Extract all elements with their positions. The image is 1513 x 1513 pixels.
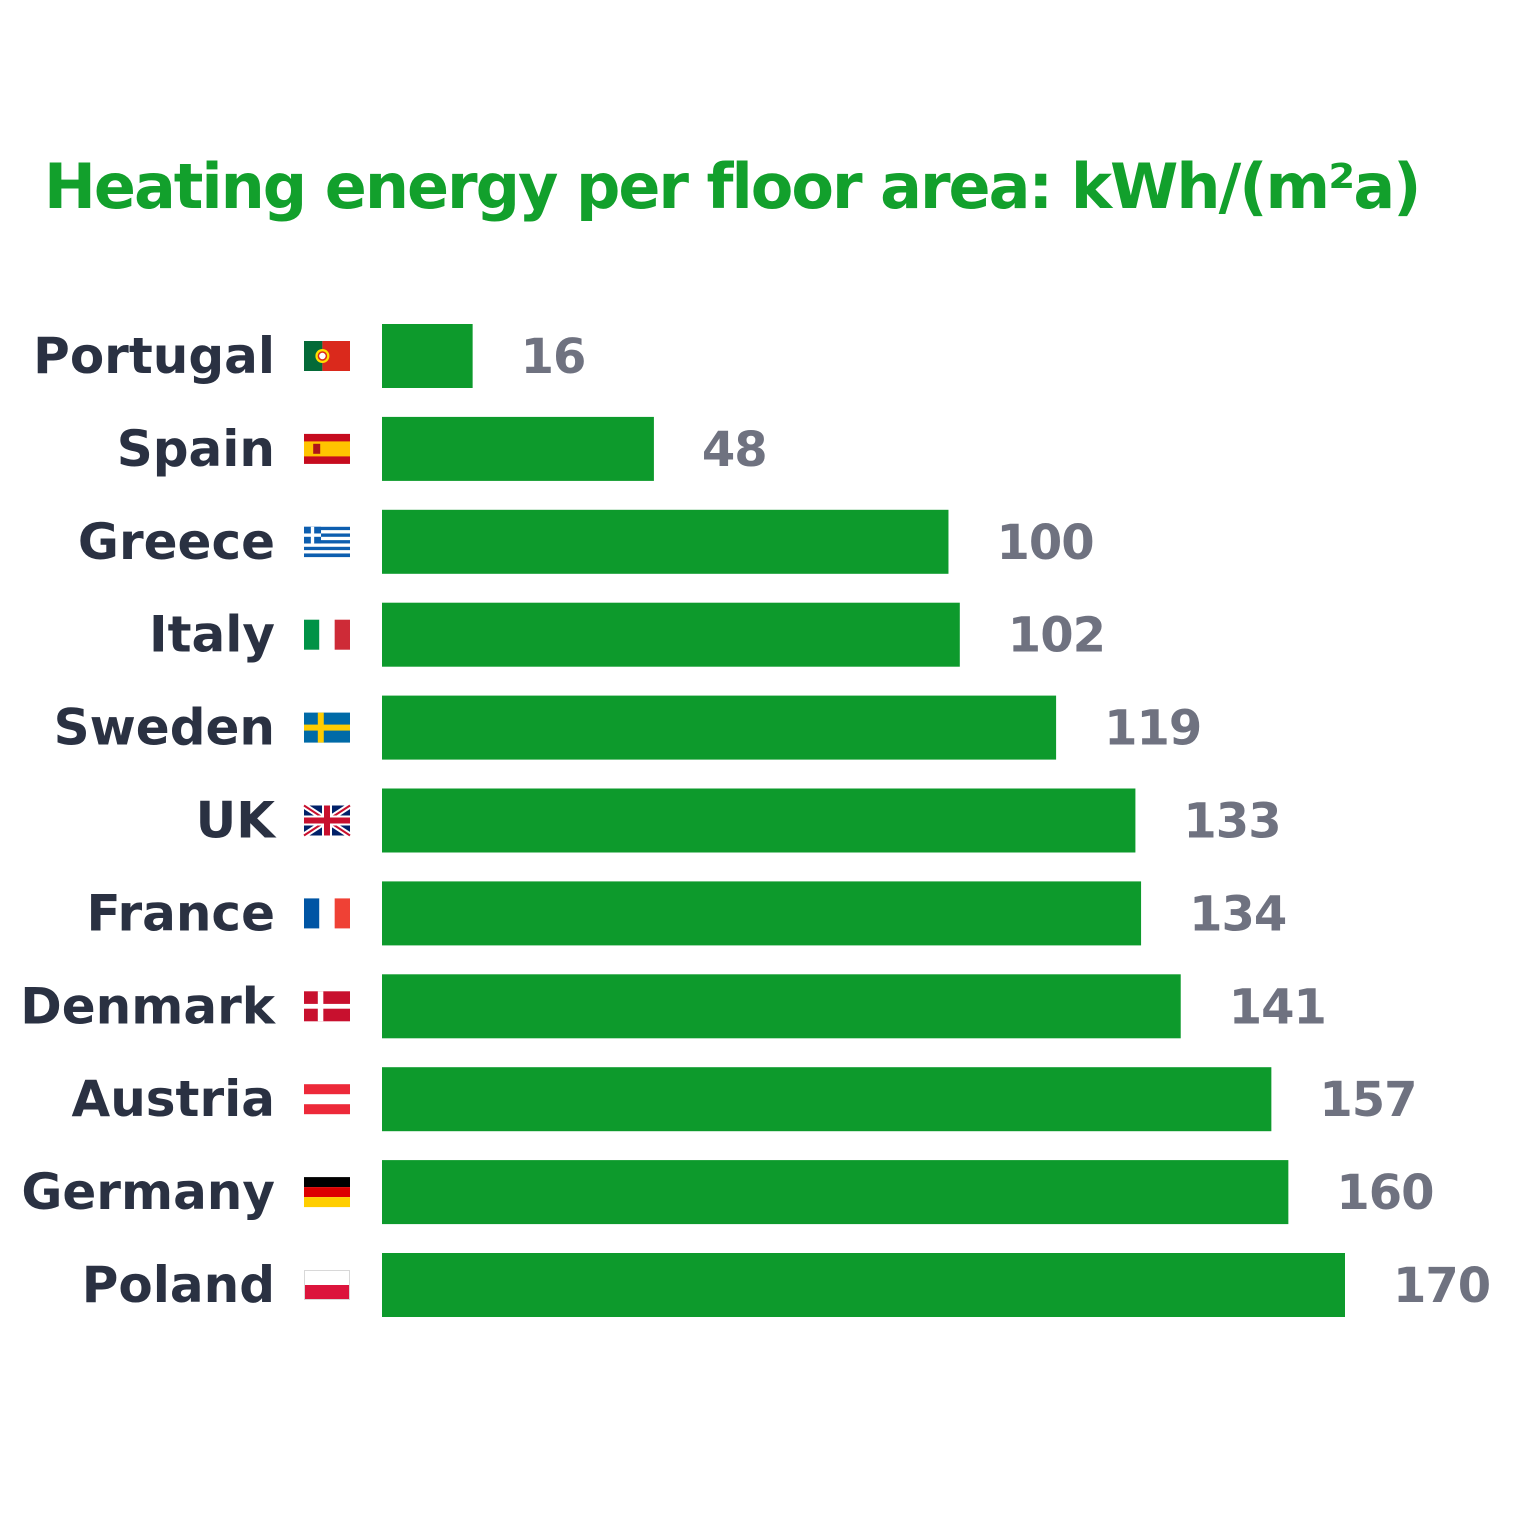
category-label-france: France [86, 884, 275, 942]
bar-row-austria: Austria 157 [72, 1067, 1418, 1132]
greece-flag-icon [304, 526, 350, 558]
value-label-greece: 100 [996, 515, 1093, 571]
bar-italy [382, 602, 960, 667]
category-label-austria: Austria [72, 1070, 276, 1128]
denmark-flag-icon [304, 991, 350, 1022]
bar-poland [382, 1253, 1345, 1317]
bar-germany [382, 1160, 1289, 1225]
value-label-italy: 102 [1008, 608, 1105, 664]
value-label-poland: 170 [1393, 1258, 1490, 1314]
france-flag-icon [304, 898, 350, 929]
value-label-spain: 48 [702, 422, 767, 478]
bar-row-denmark: Denmark 141 [20, 974, 1327, 1039]
sweden-flag-icon [304, 712, 350, 743]
category-label-germany: Germany [21, 1163, 275, 1221]
bar-row-spain: Spain 48 [117, 416, 768, 481]
category-label-poland: Poland [82, 1256, 275, 1314]
category-label-portugal: Portugal [33, 327, 275, 385]
bar-austria [382, 1067, 1272, 1132]
bar-portugal [382, 324, 473, 388]
category-label-uk: UK [196, 792, 278, 850]
portugal-flag-icon [304, 341, 350, 371]
value-label-austria: 157 [1319, 1072, 1416, 1128]
chart-rows: Portugal 16 Spain 48 Greece 100 Italy 102 Sweden… [20, 324, 1491, 1317]
germany-flag-icon [304, 1177, 350, 1208]
category-label-spain: Spain [117, 420, 275, 478]
value-label-germany: 160 [1336, 1165, 1433, 1221]
value-label-uk: 133 [1183, 794, 1280, 850]
category-label-sweden: Sweden [54, 699, 275, 757]
bar-row-italy: Italy 102 [149, 602, 1106, 667]
bar-spain [382, 416, 654, 481]
italy-flag-icon [304, 619, 350, 650]
bar-row-france: France 134 [86, 881, 1287, 946]
bar-uk [382, 788, 1136, 853]
bar-row-sweden: Sweden 119 [54, 695, 1202, 760]
category-label-italy: Italy [149, 606, 275, 664]
austria-flag-icon [304, 1084, 350, 1115]
poland-flag-icon [304, 1270, 350, 1300]
chart-title: Heating energy per floor area: kWh/(m²a) [44, 150, 1421, 223]
bar-row-germany: Germany 160 [21, 1160, 1435, 1225]
category-label-greece: Greece [78, 513, 275, 571]
bar-france [382, 881, 1142, 946]
bar-greece [382, 509, 949, 574]
bar-sweden [382, 695, 1057, 760]
value-label-france: 134 [1189, 886, 1286, 942]
category-label-denmark: Denmark [20, 977, 277, 1035]
value-label-portugal: 16 [521, 329, 586, 385]
value-label-sweden: 119 [1104, 701, 1201, 757]
bar-denmark [382, 974, 1181, 1039]
bar-row-greece: Greece 100 [78, 509, 1095, 574]
uk-flag-icon [302, 802, 352, 839]
value-label-denmark: 141 [1229, 979, 1326, 1035]
bar-row-uk: UK 133 [196, 788, 1282, 853]
bar-row-portugal: Portugal 16 [33, 324, 586, 388]
bar-row-poland: Poland 170 [82, 1253, 1491, 1317]
spain-flag-icon [304, 433, 350, 464]
